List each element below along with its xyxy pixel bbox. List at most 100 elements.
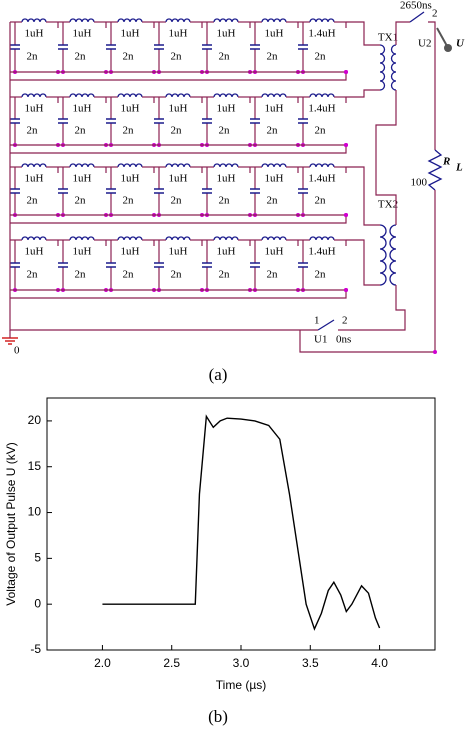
capacitor-label: 2n: [27, 195, 39, 207]
wire: [299, 190, 436, 353]
inductor: [21, 18, 47, 23]
node: [344, 288, 348, 292]
x-tick-label: 3.5: [302, 656, 319, 670]
capacitor-label: 2n: [267, 51, 279, 63]
node: [433, 350, 437, 354]
inductor-label: 1uH: [169, 173, 188, 185]
output-probe: [444, 44, 452, 52]
y-tick-label: 20: [28, 413, 42, 427]
inductor-label: 1uH: [169, 28, 188, 40]
capacitor-label: 2n: [27, 125, 39, 137]
inductor-label: 1uH: [169, 246, 188, 258]
inductor: [213, 163, 239, 168]
wire: [346, 239, 380, 286]
x-tick-label: 2.5: [163, 656, 180, 670]
capacitor-label: 2n: [315, 125, 327, 137]
inductor-label: 1uH: [25, 103, 44, 115]
capacitor-label: 2n: [171, 125, 183, 137]
capacitor-label: 2n: [315, 195, 327, 207]
inductor-label: 1uH: [217, 246, 236, 258]
inductor: [21, 236, 47, 241]
x-tick-label: 4.0: [371, 656, 388, 670]
inductor-label: 1.4uH: [308, 173, 335, 185]
switch: [409, 11, 425, 23]
inductor-label: 1uH: [265, 173, 284, 185]
inductor-label: 1uH: [121, 28, 140, 40]
switch: [317, 319, 335, 331]
switch-time: 2650ns: [400, 0, 432, 12]
output-label: U: [456, 38, 465, 50]
wire: [10, 290, 347, 299]
inductor-label: 1uH: [217, 103, 236, 115]
capacitor-label: 2n: [171, 51, 183, 63]
inductor-label: 1uH: [217, 173, 236, 185]
inductor: [165, 163, 191, 168]
inductor-label: 1.4uH: [308, 103, 335, 115]
inductor-label: 1uH: [265, 103, 284, 115]
inductor: [69, 163, 95, 168]
wire: [346, 89, 380, 98]
load-value: 100: [411, 177, 428, 189]
wire: [346, 166, 380, 226]
inductor-label: 1uH: [217, 28, 236, 40]
x-axis-label: Time (µs): [216, 678, 266, 692]
inductor-label: 1.4uH: [308, 28, 335, 40]
capacitor-label: 2n: [75, 51, 87, 63]
capacitor-label: 2n: [75, 195, 87, 207]
y-tick-label: 0: [34, 596, 41, 610]
inductor-label: 1uH: [121, 173, 140, 185]
capacitor-label: 2n: [267, 269, 279, 281]
ground-label: 0: [14, 345, 20, 357]
switch-time: 0ns: [336, 334, 351, 346]
inductor-label: 1uH: [121, 103, 140, 115]
inductor: [21, 93, 47, 98]
data-line: [102, 414, 381, 631]
output-probe: [436, 27, 448, 47]
inductor: [261, 163, 287, 168]
y-tick-label: -5: [30, 642, 41, 656]
chart: 2.0 2.5 3.0 3.5 4.0 -5 0 5 10 15 20 Time (µs) Voltag…: [4, 397, 436, 692]
inductor: [379, 224, 387, 286]
inductor: [309, 163, 335, 168]
inductor-label: 1uH: [121, 246, 140, 258]
inductor: [261, 18, 287, 23]
switch-pin: 2: [342, 315, 348, 327]
inductor-label: 1uH: [169, 103, 188, 115]
y-tick-label: 5: [34, 551, 41, 565]
load-name: R: [442, 156, 450, 168]
capacitor-label: 2n: [123, 195, 135, 207]
inductor: [309, 18, 335, 23]
wire: [10, 215, 347, 224]
capacitor-label: 2n: [315, 51, 327, 63]
switch-name: U1: [314, 334, 327, 346]
inductor: [117, 236, 143, 241]
wire: [428, 21, 436, 150]
node: [344, 70, 348, 74]
switch-pin: 1: [314, 315, 320, 327]
inductor-label: 1.4uH: [308, 246, 335, 258]
wire: [9, 22, 300, 331]
load-subscript: L: [455, 162, 463, 174]
wire: [346, 21, 380, 46]
transformer-label: TX1: [378, 32, 398, 44]
switch-pin: 2: [432, 8, 438, 20]
inductor-label: 1uH: [73, 103, 92, 115]
wire: [10, 145, 347, 154]
y-axis-label: Voltage of Output Pulse U (kV): [4, 442, 18, 605]
inductor: [165, 93, 191, 98]
inductor: [213, 18, 239, 23]
capacitor-label: 2n: [75, 125, 87, 137]
inductor: [21, 163, 47, 168]
inductor-label: 1uH: [73, 246, 92, 258]
inductor: [213, 236, 239, 241]
inductor-label: 1uH: [25, 246, 44, 258]
capacitor-label: 2n: [75, 269, 87, 281]
capacitor-label: 2n: [267, 125, 279, 137]
capacitor-label: 2n: [27, 51, 39, 63]
x-tick-label: 3.0: [233, 656, 250, 670]
inductor: [69, 236, 95, 241]
inductor: [165, 18, 191, 23]
inductor: [379, 44, 386, 91]
